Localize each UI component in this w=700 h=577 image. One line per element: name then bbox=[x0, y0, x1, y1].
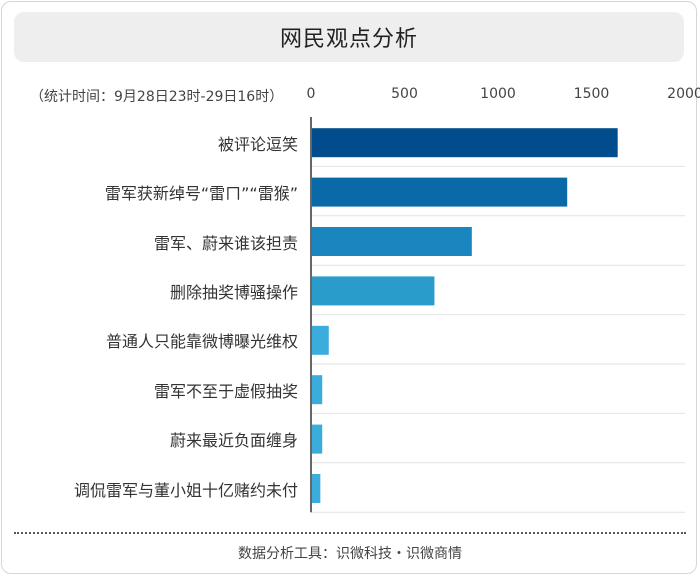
x-tick-label: 0 bbox=[306, 86, 316, 102]
category-label: 雷军不至于虚假抽奖 bbox=[153, 381, 298, 401]
chart-subtitle: （统计时间：9月28日23时-29日16时） bbox=[30, 89, 284, 105]
bar bbox=[312, 177, 568, 207]
category-label: 删除抽奖博骚操作 bbox=[169, 282, 298, 302]
category-label: 被评论逗笑 bbox=[217, 134, 298, 154]
x-tick-label: 1000 bbox=[480, 86, 516, 102]
category-label: 雷军获新绰号“雷ㄇ”“雷猴” bbox=[104, 184, 298, 204]
chart-title-box: 网民观点分析 bbox=[14, 12, 684, 62]
category-label: 调侃雷军与董小姐十亿赌约未付 bbox=[73, 480, 298, 500]
bar bbox=[312, 276, 435, 306]
category-label: 蔚来最近负面缠身 bbox=[169, 431, 298, 451]
footer-source: 数据分析工具：识微科技・识微商情 bbox=[238, 546, 462, 562]
bar bbox=[312, 375, 323, 405]
category-label: 雷军、蔚来谁该担责 bbox=[153, 233, 298, 253]
bar bbox=[312, 128, 618, 158]
x-tick-label: 1500 bbox=[573, 86, 610, 102]
footer-divider bbox=[14, 532, 686, 534]
chart-title: 网民观点分析 bbox=[279, 27, 418, 52]
x-tick-label: 500 bbox=[391, 86, 418, 102]
bar bbox=[312, 424, 323, 454]
bar bbox=[312, 325, 329, 355]
bar bbox=[312, 474, 321, 503]
x-tick-label: 2000 bbox=[667, 86, 700, 102]
category-label: 普通人只能靠微博曝光维权 bbox=[105, 332, 298, 352]
bar bbox=[312, 227, 472, 256]
